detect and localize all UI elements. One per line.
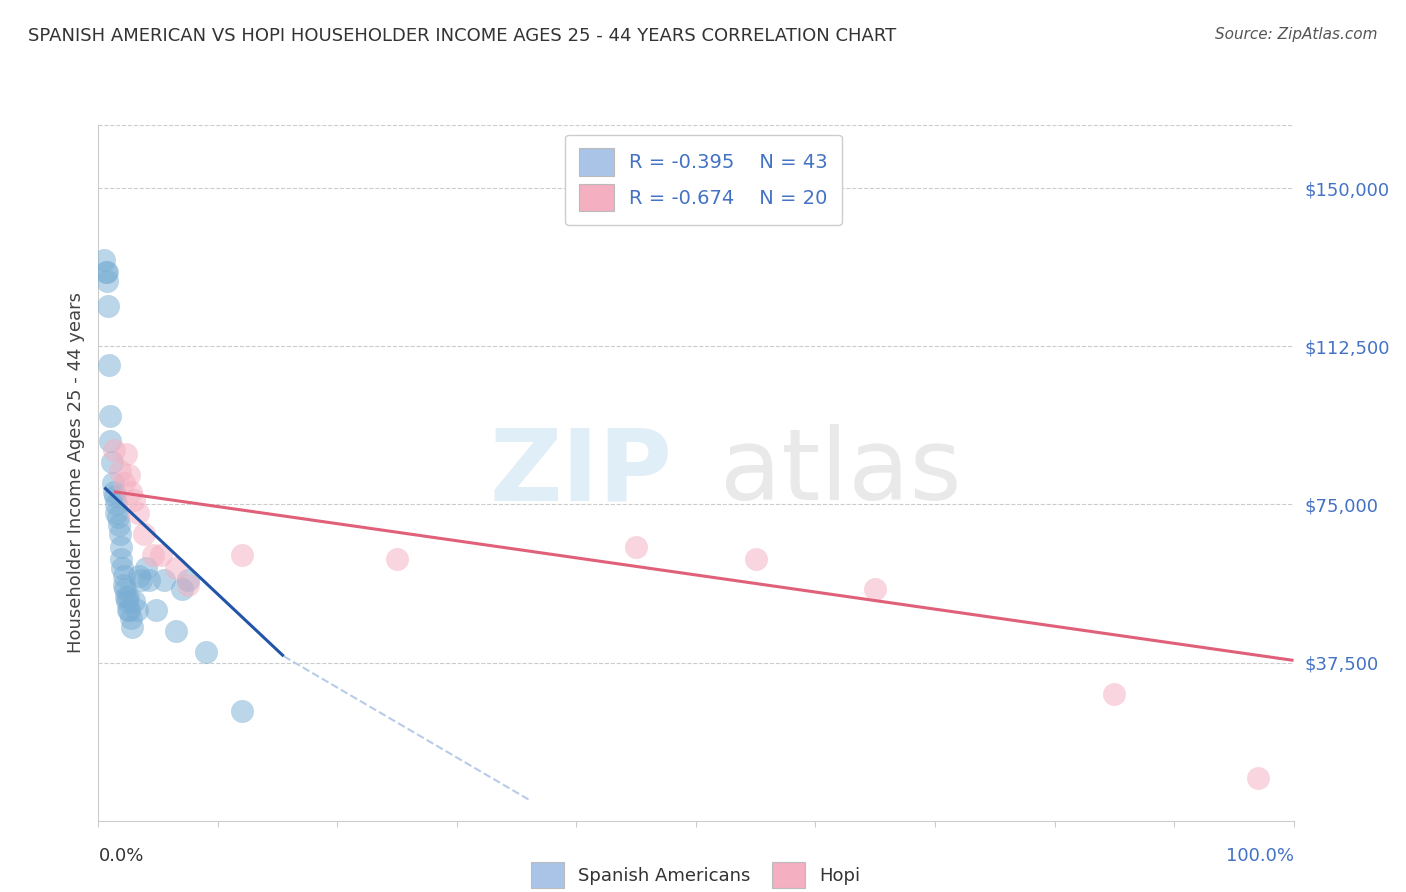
Point bbox=[1246, 772, 1268, 786]
Point bbox=[115, 594, 138, 608]
Point bbox=[142, 548, 165, 562]
Point bbox=[135, 560, 157, 574]
Text: ZIP: ZIP bbox=[489, 425, 672, 521]
Point bbox=[111, 560, 134, 574]
Point bbox=[98, 434, 122, 449]
Text: 0.0%: 0.0% bbox=[98, 847, 143, 865]
Point bbox=[94, 265, 117, 279]
Point bbox=[98, 409, 122, 423]
Point bbox=[101, 476, 124, 491]
Point bbox=[1102, 687, 1125, 701]
Point bbox=[132, 527, 155, 541]
Point bbox=[863, 582, 886, 596]
Point bbox=[110, 552, 132, 566]
Point bbox=[112, 476, 135, 491]
Point bbox=[98, 358, 121, 372]
Point bbox=[124, 594, 146, 608]
Point bbox=[112, 569, 135, 583]
Point bbox=[108, 527, 131, 541]
Point bbox=[385, 552, 409, 566]
Point bbox=[194, 645, 217, 659]
Point bbox=[108, 464, 131, 478]
Point bbox=[177, 577, 200, 591]
Y-axis label: Householder Income Ages 25 - 44 years: Householder Income Ages 25 - 44 years bbox=[66, 293, 84, 653]
Point bbox=[131, 574, 153, 588]
Point bbox=[138, 574, 160, 588]
Point bbox=[127, 506, 149, 520]
Point bbox=[105, 497, 128, 511]
Text: atlas: atlas bbox=[720, 425, 962, 521]
Point bbox=[115, 590, 138, 604]
Point bbox=[121, 620, 143, 634]
Point bbox=[118, 603, 141, 617]
Point bbox=[110, 540, 132, 554]
Point bbox=[120, 484, 142, 499]
Point bbox=[165, 560, 187, 574]
Text: SPANISH AMERICAN VS HOPI HOUSEHOLDER INCOME AGES 25 - 44 YEARS CORRELATION CHART: SPANISH AMERICAN VS HOPI HOUSEHOLDER INC… bbox=[28, 27, 897, 45]
Text: 100.0%: 100.0% bbox=[1226, 847, 1294, 865]
Point bbox=[125, 603, 148, 617]
Point bbox=[100, 455, 122, 469]
Point bbox=[231, 548, 253, 562]
Point bbox=[128, 569, 150, 583]
Point bbox=[172, 582, 194, 596]
Point bbox=[97, 299, 120, 313]
Point bbox=[103, 484, 125, 499]
Point bbox=[107, 518, 129, 533]
Point bbox=[104, 489, 127, 503]
Point bbox=[96, 274, 118, 288]
Point bbox=[117, 590, 139, 604]
Point bbox=[149, 548, 172, 562]
Point bbox=[112, 577, 135, 591]
Text: Source: ZipAtlas.com: Source: ZipAtlas.com bbox=[1215, 27, 1378, 42]
Point bbox=[624, 540, 647, 554]
Point bbox=[117, 603, 139, 617]
Point bbox=[114, 582, 136, 596]
Legend: Spanish Americans, Hopi: Spanish Americans, Hopi bbox=[524, 855, 868, 892]
Point bbox=[120, 611, 142, 625]
Point bbox=[93, 252, 115, 267]
Point bbox=[124, 493, 146, 508]
Point bbox=[145, 603, 167, 617]
Point bbox=[177, 574, 200, 588]
Point bbox=[153, 574, 176, 588]
Point bbox=[115, 447, 138, 461]
Point bbox=[107, 510, 129, 524]
Point bbox=[105, 506, 128, 520]
Point bbox=[231, 704, 253, 718]
Point bbox=[745, 552, 768, 566]
Point bbox=[96, 265, 118, 279]
Point bbox=[165, 624, 187, 638]
Point bbox=[103, 442, 125, 457]
Point bbox=[118, 467, 141, 482]
